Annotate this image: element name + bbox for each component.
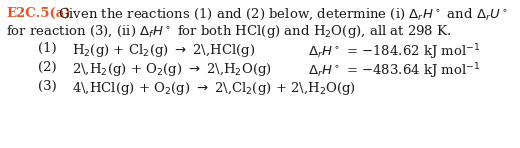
Text: (2): (2) — [38, 61, 57, 74]
Text: E2C.5(a): E2C.5(a) — [6, 7, 71, 20]
Text: for reaction (3), (ii) $\Delta_f H^\circ$ for both HCl(g) and H$_2$O(g), all at : for reaction (3), (ii) $\Delta_f H^\circ… — [6, 23, 451, 40]
Text: (1): (1) — [38, 42, 57, 55]
Text: Given the reactions (1) and (2) below, determine (i) $\Delta_r H^\circ$ and $\De: Given the reactions (1) and (2) below, d… — [58, 7, 508, 22]
Text: H$_2$(g) + Cl$_2$(g) $\rightarrow$ 2\,HCl(g): H$_2$(g) + Cl$_2$(g) $\rightarrow$ 2\,HC… — [72, 42, 255, 59]
Text: 4\,HCl(g) + O$_2$(g) $\rightarrow$ 2\,Cl$_2$(g) + 2\,H$_2$O(g): 4\,HCl(g) + O$_2$(g) $\rightarrow$ 2\,Cl… — [72, 80, 356, 97]
Text: (3): (3) — [38, 80, 57, 93]
Text: 2\,H$_2$(g) + O$_2$(g) $\rightarrow$ 2\,H$_2$O(g): 2\,H$_2$(g) + O$_2$(g) $\rightarrow$ 2\,… — [72, 61, 272, 78]
Text: $\Delta_r H^\circ$ = $-$483.64 kJ mol$^{-1}$: $\Delta_r H^\circ$ = $-$483.64 kJ mol$^{… — [308, 61, 480, 81]
Text: $\Delta_r H^\circ$ = $-$184.62 kJ mol$^{-1}$: $\Delta_r H^\circ$ = $-$184.62 kJ mol$^{… — [308, 42, 480, 62]
